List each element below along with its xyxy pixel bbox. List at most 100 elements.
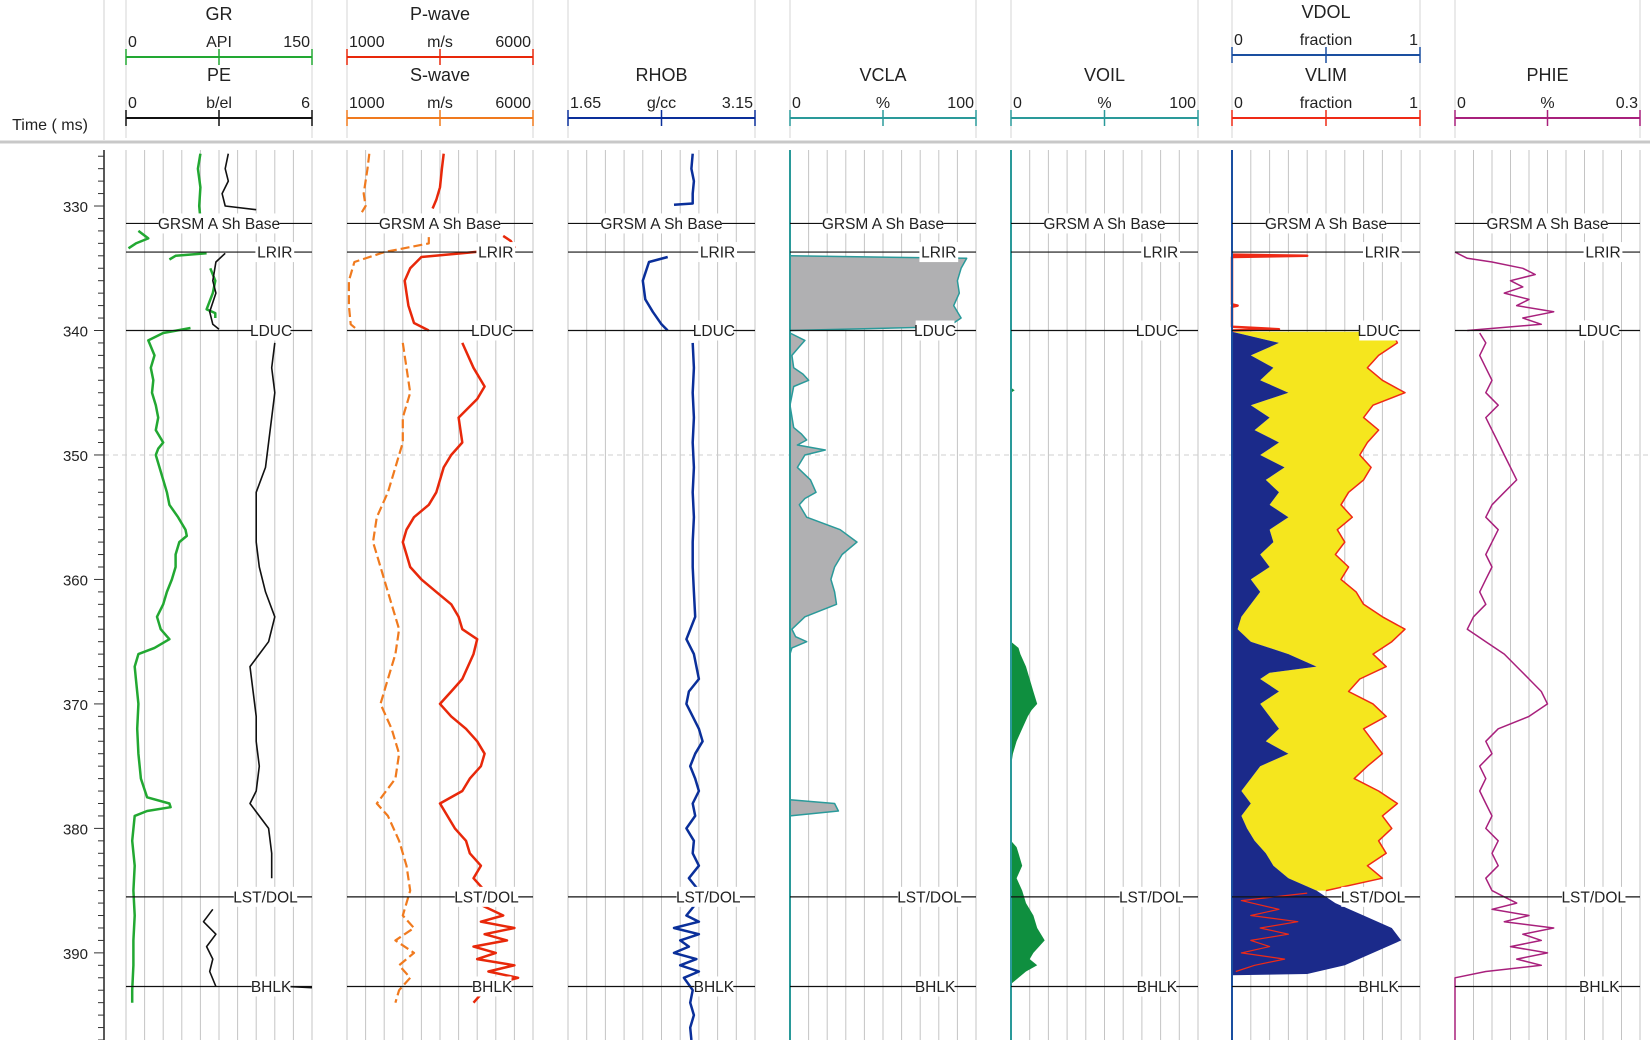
gr-curve-seg-1 — [127, 229, 150, 250]
curve-name: GR — [206, 4, 233, 24]
gr-curve-seg-4 — [130, 326, 191, 1003]
top-label-bg — [379, 213, 501, 234]
vlim-curve — [1325, 331, 1406, 892]
time-tick-label: 330 — [63, 199, 88, 216]
top-label: LRIR — [700, 245, 735, 262]
pwave-curve-seg-2 — [401, 342, 520, 1004]
formation-tops: GRSM A Sh Base GRSM A Sh Base GRSM A Sh Ba… — [126, 213, 1640, 997]
top-label-bg — [251, 976, 291, 997]
top-label-bg — [1119, 886, 1183, 907]
gr-curve-seg-3 — [205, 267, 217, 318]
top-label-bg — [919, 242, 959, 263]
phie-curve-seg-0 — [1454, 251, 1555, 332]
scale-max: 3.15 — [722, 95, 753, 112]
pe-curve-seg-3 — [202, 908, 217, 987]
curve-name: VDOL — [1301, 2, 1350, 22]
track-phie — [1454, 150, 1641, 1040]
scale-unit: m/s — [427, 34, 453, 51]
scale-min: 1000 — [349, 34, 385, 51]
scale-unit: API — [206, 34, 232, 51]
scale-unit: % — [876, 95, 890, 112]
scale-min: 1000 — [349, 95, 385, 112]
top-label: LST/DOL — [1341, 889, 1406, 906]
curve-name: PE — [207, 65, 231, 85]
top-label: LST/DOL — [233, 889, 298, 906]
top-label-bg — [233, 886, 298, 907]
scale-vdol: VDOL 0 fraction 1 — [1231, 2, 1421, 63]
scale-unit: m/s — [427, 95, 453, 112]
vcla-curve — [789, 332, 858, 817]
track-body-area: GRSM A Sh Base GRSM A Sh Base GRSM A Sh Ba… — [104, 150, 1650, 1040]
top-label-bg — [1044, 213, 1165, 234]
top-label: GRSM A Sh Base — [158, 216, 280, 233]
vlim-curve-upper — [1230, 253, 1309, 332]
top-label: LDUC — [693, 323, 735, 340]
top-label: LST/DOL — [1119, 889, 1184, 906]
top-label: LRIR — [1585, 245, 1620, 262]
top-label-bg — [601, 213, 722, 234]
scale-unit: g/cc — [647, 95, 676, 112]
top-label: BHLK — [1137, 979, 1178, 996]
top-label: BHLK — [1579, 979, 1620, 996]
top-label: GRSM A Sh Base — [1486, 216, 1608, 233]
top-label: GRSM A Sh Base — [1043, 216, 1165, 233]
top-label: BHLK — [251, 979, 292, 996]
top-label: LST/DOL — [1561, 889, 1626, 906]
scale-max: 1 — [1409, 95, 1418, 112]
top-label-bg — [251, 320, 291, 341]
top-label-bg — [1137, 976, 1177, 997]
top-label-bg — [158, 213, 280, 234]
scale-min: 0 — [792, 95, 801, 112]
scale-max: 6000 — [495, 34, 531, 51]
vcla-fill — [790, 333, 857, 816]
pwave-curve-seg-0 — [431, 153, 445, 209]
swave-curve-seg-0 — [360, 153, 371, 213]
scale-min: 0 — [1013, 95, 1022, 112]
scale-voil: VOIL 0% 100 — [1010, 65, 1199, 126]
top-label-bg — [915, 320, 955, 341]
scale-max: 6 — [301, 95, 310, 112]
scale-vcla: VCLA 0% 100 — [789, 65, 977, 126]
top-label: BHLK — [694, 979, 735, 996]
pe-curve-seg-2 — [249, 342, 276, 879]
top-label: GRSM A Sh Base — [822, 216, 944, 233]
top-label-bg — [694, 976, 734, 997]
top-label-bg — [1265, 213, 1387, 234]
top-label-bg — [1579, 976, 1619, 997]
top-label-bg — [1579, 320, 1619, 341]
top-label: BHLK — [1358, 979, 1399, 996]
swave-curve-seg-2 — [371, 342, 416, 1004]
swave-curve-seg-1 — [347, 237, 430, 332]
top-label-bg — [1359, 320, 1399, 341]
voil-fill — [1011, 387, 1045, 984]
top-label: LDUC — [250, 323, 292, 340]
vlim-fill — [1232, 331, 1405, 891]
top-label-bg — [1137, 320, 1177, 341]
scale-min: 0 — [128, 95, 137, 112]
curves-layer — [127, 150, 1555, 1040]
top-label-bg — [694, 320, 734, 341]
time-tick-label: 370 — [63, 697, 88, 714]
time-tick-label: 360 — [63, 572, 88, 589]
top-label-bg — [472, 976, 512, 997]
top-label: GRSM A Sh Base — [600, 216, 722, 233]
top-label-bg — [1363, 242, 1402, 263]
curve-name: S-wave — [410, 65, 470, 85]
rhob-curve-seg-1 — [641, 255, 669, 332]
scale-min: 0 — [1234, 95, 1243, 112]
top-label: LDUC — [471, 323, 513, 340]
curve-name: VLIM — [1305, 65, 1347, 85]
scale-max: 150 — [283, 34, 310, 51]
time-axis: Time ( ms) 330 340 350 360 370 380 390 — [12, 117, 105, 1040]
curve-name: VCLA — [859, 65, 906, 85]
scale-min: 1.65 — [570, 95, 601, 112]
top-label-bg — [1562, 886, 1626, 907]
top-label-bg — [1487, 213, 1608, 234]
top-label: LDUC — [1578, 323, 1620, 340]
scale-unit: fraction — [1300, 95, 1352, 112]
curve-name: P-wave — [410, 4, 470, 24]
scale-p-wave: P-wave 1000 m/s 6000 — [346, 4, 534, 65]
scale-phie: PHIE 0% 0.3 — [1454, 65, 1641, 126]
phie-curve-seg-1 — [1454, 332, 1555, 1040]
time-tick-label: 350 — [63, 448, 88, 465]
